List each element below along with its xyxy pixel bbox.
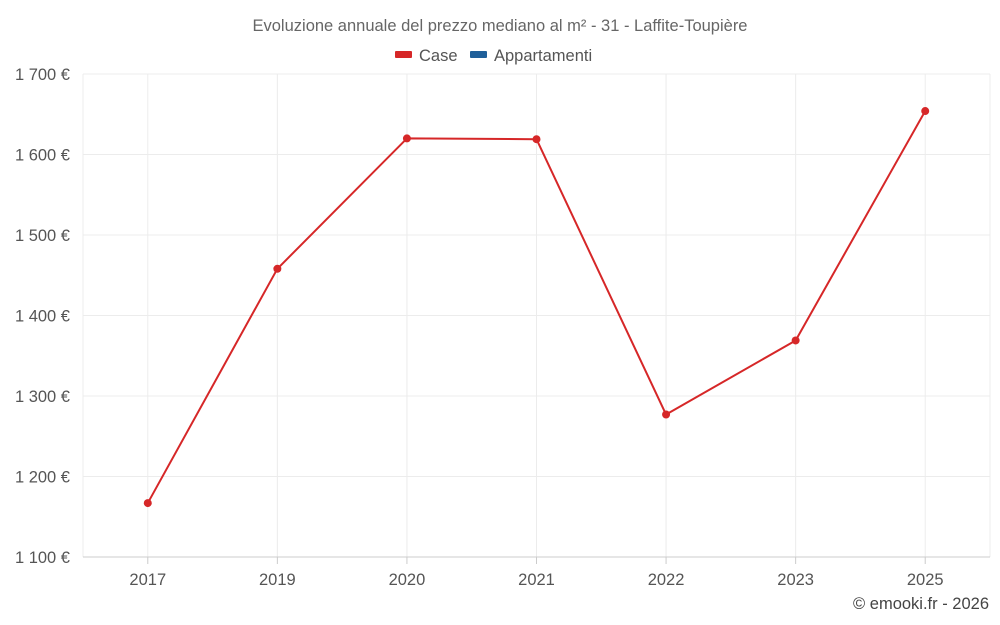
y-tick-label: 1 500 € [15,227,70,245]
legend-label-case: Case [419,47,458,65]
x-tick-label: 2020 [389,571,426,589]
chart-title: Evoluzione annuale del prezzo mediano al… [253,17,748,35]
credit-text: © emooki.fr - 2026 [853,595,989,613]
data-point-case-2025[interactable] [921,107,930,116]
grid [82,73,991,558]
data-point-case-2022[interactable] [662,410,671,419]
y-tick-label: 1 200 € [15,469,70,487]
x-axis-ticks: 2017 2019 2020 2021 2022 2023 2025 [129,557,944,589]
legend-item-case[interactable]: Case [395,47,458,65]
legend: Case Appartamenti [395,47,592,65]
legend-label-appartamenti: Appartamenti [494,47,592,65]
data-point-case-2017[interactable] [143,499,152,508]
y-axis-ticks: 1 100 € 1 200 € 1 300 € 1 400 € 1 500 € 1 600… [15,66,70,567]
y-tick-label: 1 100 € [15,549,70,567]
data-point-case-2021[interactable] [532,135,541,144]
data-point-case-2020[interactable] [402,134,411,143]
y-tick-label: 1 300 € [15,388,70,406]
x-tick-label: 2023 [777,571,814,589]
x-tick-label: 2022 [648,571,685,589]
y-tick-label: 1 700 € [15,66,70,84]
x-tick-label: 2019 [259,571,296,589]
legend-swatch-case [395,51,412,58]
legend-item-appartamenti[interactable]: Appartamenti [470,47,592,65]
y-tick-label: 1 600 € [15,147,70,165]
x-tick-label: 2017 [129,571,166,589]
series-case [143,107,930,508]
x-tick-label: 2021 [518,571,555,589]
x-tick-label: 2025 [907,571,944,589]
data-point-case-2023[interactable] [791,336,800,345]
y-tick-label: 1 400 € [15,308,70,326]
legend-swatch-appartamenti [470,51,487,58]
data-point-case-2019[interactable] [273,264,282,273]
